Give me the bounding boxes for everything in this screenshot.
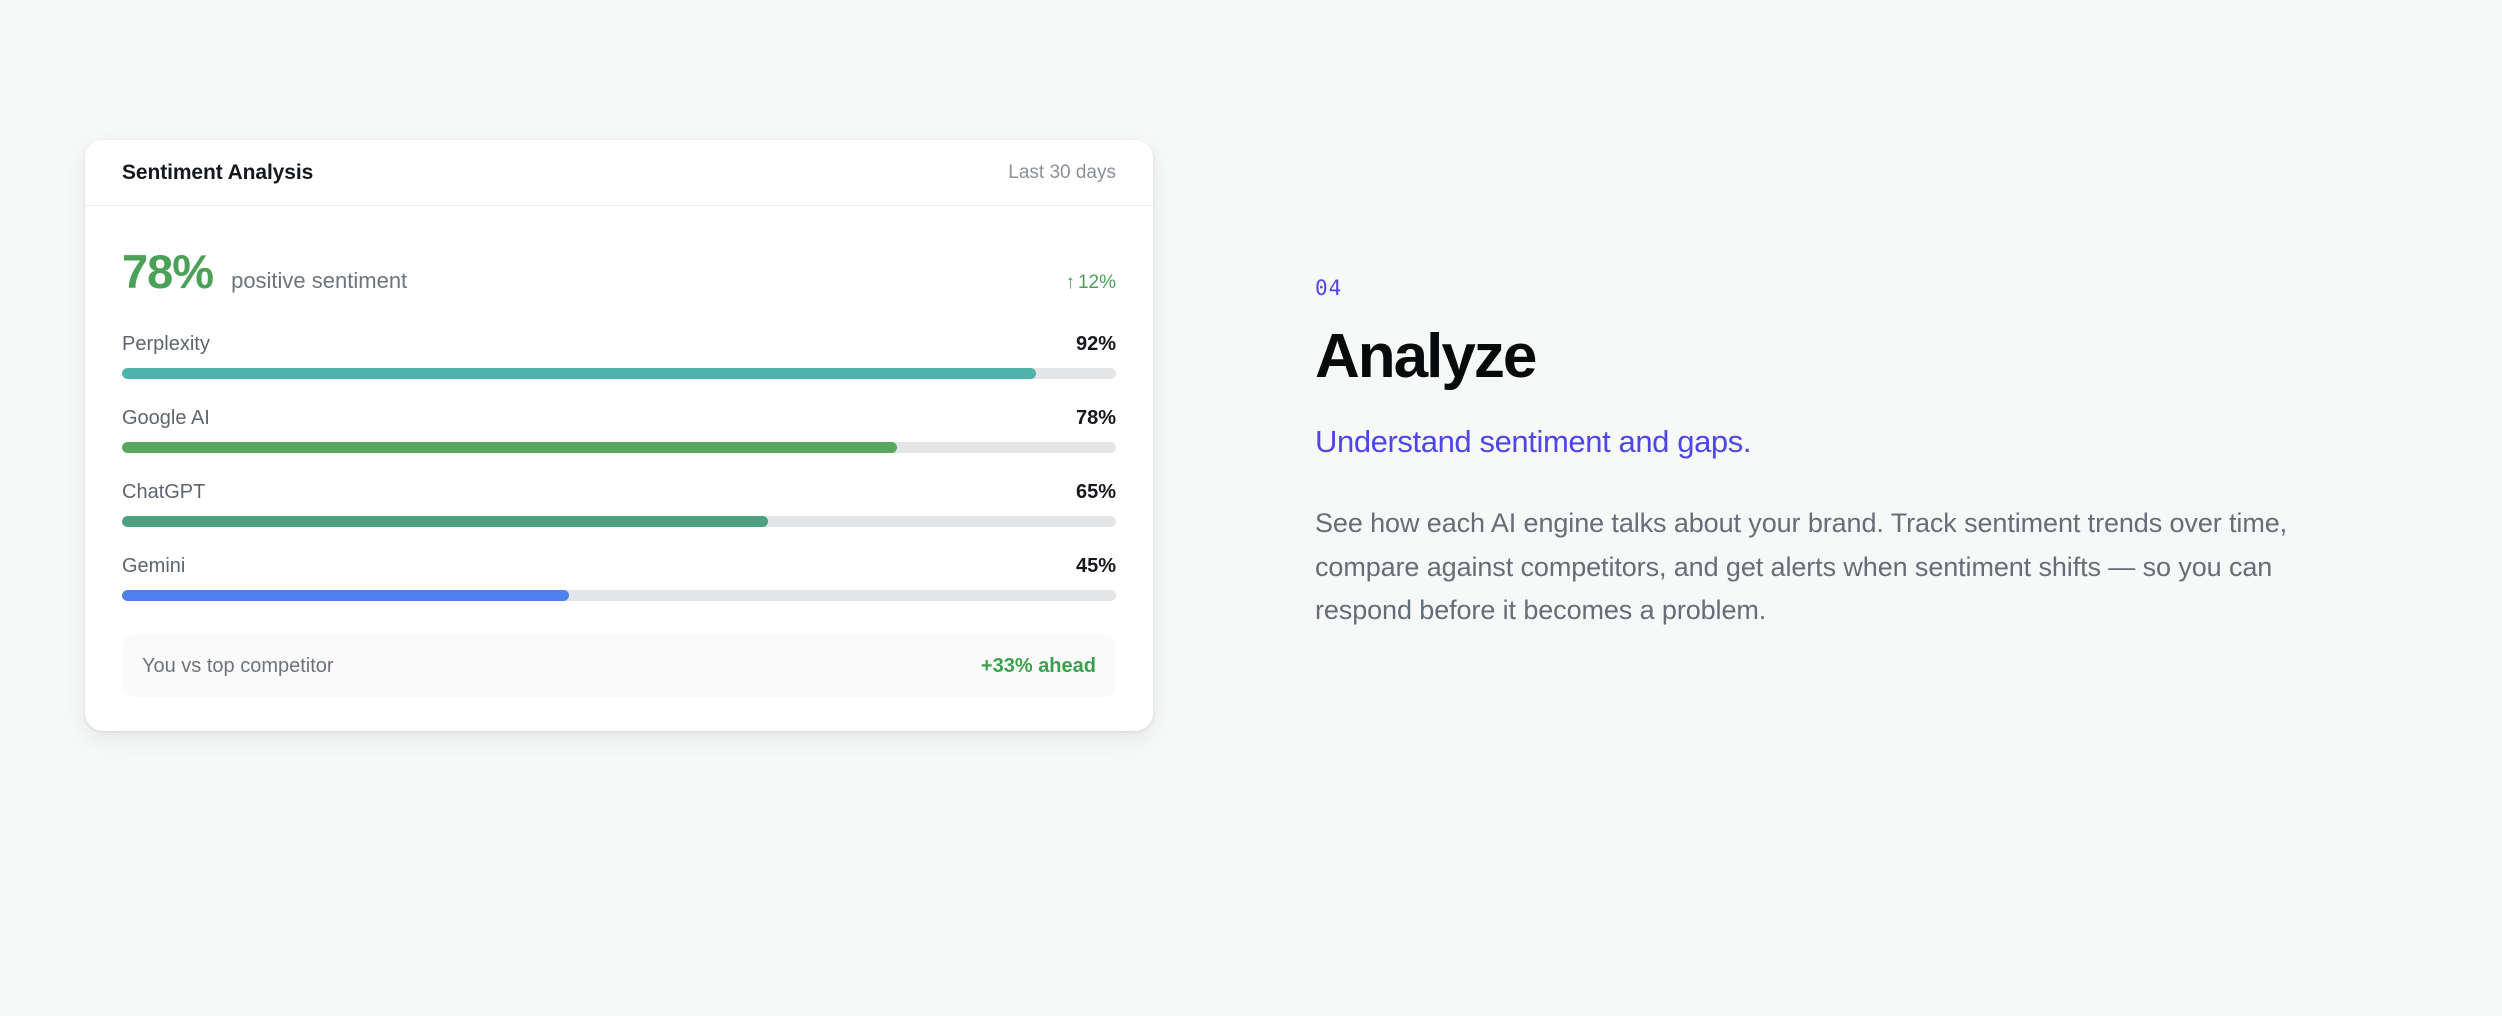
engine-name: Google AI: [122, 407, 210, 429]
arrow-up-icon: ↑: [1065, 272, 1075, 293]
engine-name: Perplexity: [122, 333, 210, 355]
engine-head: Perplexity 92%: [122, 333, 1116, 356]
headline-left: 78% positive sentiment: [122, 248, 407, 295]
engine-bar-track: [122, 516, 1116, 527]
engine-value: 65%: [1075, 481, 1116, 503]
card-body: 78% positive sentiment ↑ 12% Perplexity 9…: [85, 206, 1153, 731]
sentiment-analysis-card: Sentiment Analysis Last 30 days 78% posi…: [85, 140, 1153, 731]
engine-head: Gemini 45%: [122, 555, 1116, 578]
sentiment-delta-value: 12%: [1077, 272, 1116, 293]
card-header: Sentiment Analysis Last 30 days: [85, 140, 1153, 206]
sentiment-delta: ↑ 12%: [1065, 272, 1116, 294]
engine-row: Google AI 78%: [122, 407, 1116, 453]
engine-bar-fill: [122, 516, 769, 527]
competitor-comparison-row: You vs top competitor +33% ahead: [122, 635, 1116, 697]
engine-row: ChatGPT 65%: [122, 481, 1116, 527]
time-range-label: Last 30 days: [1008, 161, 1116, 183]
engine-name: Gemini: [122, 555, 186, 577]
engine-name: ChatGPT: [122, 481, 206, 503]
competitor-comparison-label: You vs top competitor: [142, 654, 334, 677]
engine-bar-list: Perplexity 92% Google AI 78%: [122, 333, 1116, 601]
engine-value: 92%: [1075, 333, 1116, 355]
engine-bar-fill: [122, 368, 1037, 379]
card-title: Sentiment Analysis: [122, 160, 314, 184]
engine-bar-track: [122, 590, 1116, 601]
step-number: 04: [1315, 276, 1343, 300]
positive-sentiment-label: positive sentiment: [231, 268, 408, 293]
page-title: Analyze: [1315, 322, 1537, 391]
page-subtitle: Understand sentiment and gaps.: [1315, 424, 1752, 459]
competitor-comparison-value: +33% ahead: [980, 654, 1096, 677]
engine-value: 78%: [1075, 407, 1116, 429]
engine-bar-fill: [122, 590, 570, 601]
engine-bar-track: [122, 442, 1116, 453]
engine-bar-fill: [122, 442, 898, 453]
positive-sentiment-value: 78%: [122, 245, 214, 298]
feature-copy-block: 04 Analyze Understand sentiment and gaps…: [1315, 276, 2405, 660]
engine-bar-track: [122, 368, 1116, 379]
engine-row: Gemini 45%: [122, 555, 1116, 601]
engine-head: ChatGPT 65%: [122, 481, 1116, 504]
engine-row: Perplexity 92%: [122, 333, 1116, 379]
engine-value: 45%: [1075, 555, 1116, 577]
engine-head: Google AI 78%: [122, 407, 1116, 430]
headline-stat: 78% positive sentiment ↑ 12%: [122, 248, 1116, 295]
page-description: See how each AI engine talks about your …: [1315, 508, 2288, 626]
